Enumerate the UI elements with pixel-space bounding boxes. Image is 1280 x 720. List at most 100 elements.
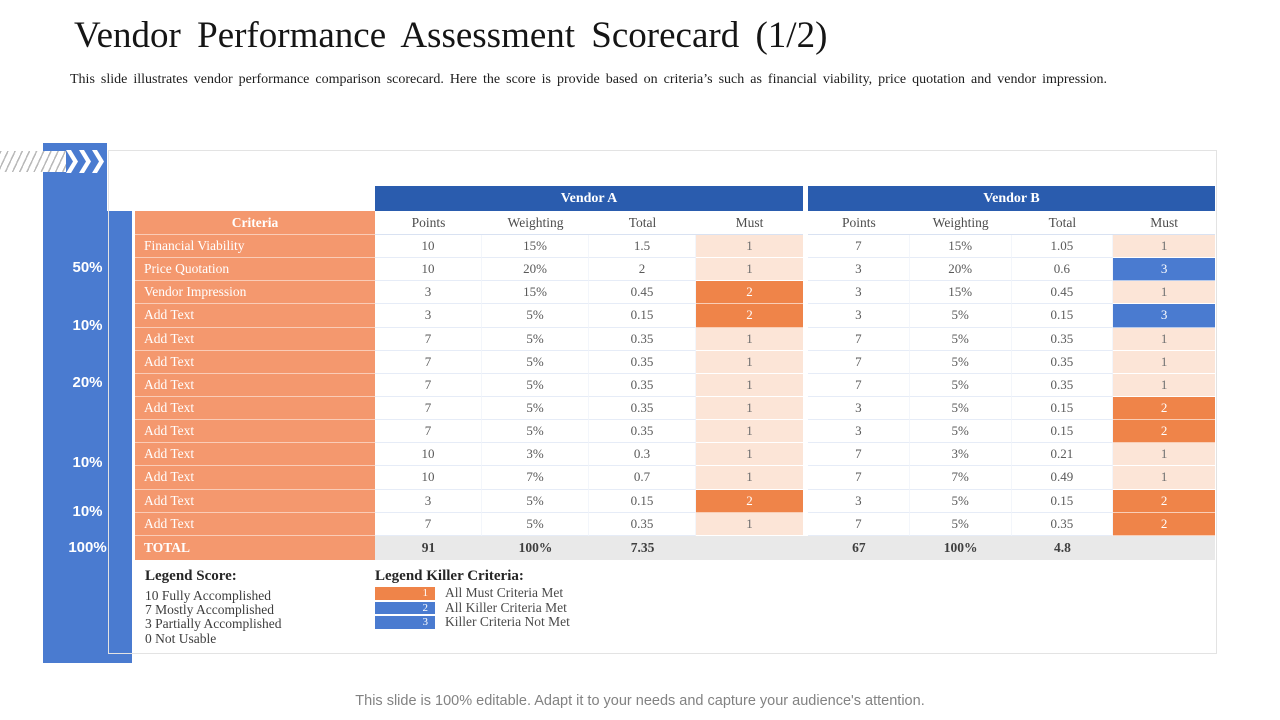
weight-label: 10% xyxy=(72,503,103,520)
criteria-cell: Add Text xyxy=(135,327,375,351)
points-cell-a: 10 xyxy=(375,443,482,467)
points-cell-b: 3 xyxy=(808,281,910,305)
weighting-cell-b: 20% xyxy=(909,258,1012,282)
total-total-b: 4.8 xyxy=(1011,535,1114,560)
weighting-cell-b: 5% xyxy=(909,373,1012,397)
points-cell-b: 3 xyxy=(808,420,910,444)
total-cell-a: 0.35 xyxy=(589,512,696,536)
must-cell-a: 1 xyxy=(696,350,803,374)
criteria-cell: Add Text xyxy=(135,350,375,374)
col-header-total-b: Total xyxy=(1011,211,1114,235)
col-header-must-b: Must xyxy=(1113,211,1215,235)
must-cell-a: 1 xyxy=(696,420,803,444)
must-cell-b: 1 xyxy=(1113,235,1215,259)
criteria-cell: Price Quotation xyxy=(135,258,375,282)
weighting-cell-b: 5% xyxy=(909,396,1012,421)
legend-killer-item: 2 All Killer Criteria Met xyxy=(375,599,570,615)
weighting-cell-a: 5% xyxy=(482,373,589,397)
weight-label: 10% xyxy=(72,317,103,334)
points-cell-a: 7 xyxy=(375,327,482,351)
criteria-cell: Add Text xyxy=(135,512,375,536)
weighting-cell-a: 5% xyxy=(482,350,589,374)
weighting-cell-a: 20% xyxy=(482,258,589,282)
total-cell-b: 0.21 xyxy=(1011,443,1114,467)
must-cell-a: 2 xyxy=(696,489,803,513)
total-cell-b: 0.35 xyxy=(1011,373,1114,397)
must-cell-a: 1 xyxy=(696,443,803,467)
weighting-cell-a: 5% xyxy=(482,489,589,513)
total-cell-a: 0.35 xyxy=(589,350,696,374)
total-cell-a: 0.15 xyxy=(589,489,696,513)
weighting-cell-b: 7% xyxy=(909,466,1012,490)
must-cell-b: 3 xyxy=(1113,258,1215,282)
must-cell-b: 2 xyxy=(1113,512,1215,536)
scorecard-table: Vendor A Vendor B Criteria Points Weighting T… xyxy=(135,186,1215,560)
weight-label: 50% xyxy=(72,259,103,276)
must-cell-b: 1 xyxy=(1113,281,1215,305)
legend-score-item: 3 Partially Accomplished xyxy=(145,616,282,632)
weighting-cell-a: 7% xyxy=(482,466,589,490)
total-label: TOTAL xyxy=(135,535,375,560)
vendor-a-header: Vendor A xyxy=(375,186,803,211)
points-cell-b: 7 xyxy=(808,443,910,467)
legend-score-items: 10 Fully Accomplished 7 Mostly Accomplish… xyxy=(145,588,282,646)
total-cell-b: 0.35 xyxy=(1011,512,1114,536)
weight-label: 100% xyxy=(68,539,107,556)
points-cell-b: 7 xyxy=(808,373,910,397)
weighting-cell-b: 5% xyxy=(909,350,1012,374)
total-total-a: 7.35 xyxy=(589,535,696,560)
page-title: Vendor Performance Assessment Scorecard … xyxy=(74,15,828,56)
hatched-stripe-decoration xyxy=(0,151,66,172)
points-cell-b: 3 xyxy=(808,489,910,513)
total-cell-a: 0.3 xyxy=(589,443,696,467)
points-cell-b: 7 xyxy=(808,512,910,536)
col-header-points-a: Points xyxy=(375,211,482,235)
vendor-gap xyxy=(803,443,808,467)
total-weighting-a: 100% xyxy=(482,535,589,560)
chevron-right-icon xyxy=(66,150,106,178)
legend-killer-label: All Must Criteria Met xyxy=(445,585,564,601)
weighting-cell-b: 3% xyxy=(909,443,1012,467)
criteria-cell: Add Text xyxy=(135,373,375,397)
vendor-gap xyxy=(803,489,808,513)
vendor-gap xyxy=(803,350,808,374)
weighting-cell-a: 5% xyxy=(482,327,589,351)
page-subtitle: This slide illustrates vendor performanc… xyxy=(70,72,1108,87)
vendor-gap xyxy=(803,235,808,259)
total-must-b xyxy=(1113,535,1215,560)
points-cell-a: 7 xyxy=(375,396,482,421)
points-cell-a: 10 xyxy=(375,235,482,259)
total-cell-a: 0.35 xyxy=(589,327,696,351)
total-cell-b: 0.45 xyxy=(1011,281,1114,305)
must-cell-a: 1 xyxy=(696,327,803,351)
total-cell-b: 0.15 xyxy=(1011,420,1114,444)
total-cell-b: 0.49 xyxy=(1011,466,1114,490)
legend-killer-label: Killer Criteria Not Met xyxy=(445,614,570,630)
legend-color-bar: 1 xyxy=(375,587,435,600)
points-cell-b: 3 xyxy=(808,258,910,282)
points-cell-a: 10 xyxy=(375,258,482,282)
legend-killer-label: All Killer Criteria Met xyxy=(445,599,567,615)
weighting-cell-b: 5% xyxy=(909,304,1012,328)
vendor-gap xyxy=(803,466,808,490)
must-cell-b: 3 xyxy=(1113,304,1215,328)
weighting-cell-a: 3% xyxy=(482,443,589,467)
total-points-a: 91 xyxy=(375,535,482,560)
points-cell-a: 7 xyxy=(375,512,482,536)
points-cell-a: 3 xyxy=(375,489,482,513)
points-cell-b: 7 xyxy=(808,350,910,374)
must-cell-a: 1 xyxy=(696,373,803,397)
points-cell-b: 7 xyxy=(808,327,910,351)
legend-score-title: Legend Score: xyxy=(145,568,237,584)
must-cell-b: 1 xyxy=(1113,443,1215,467)
total-cell-a: 1.5 xyxy=(589,235,696,259)
total-weighting-b: 100% xyxy=(909,535,1012,560)
total-cell-a: 0.35 xyxy=(589,396,696,421)
total-cell-a: 0.35 xyxy=(589,373,696,397)
weighting-cell-a: 5% xyxy=(482,420,589,444)
col-header-weighting-a: Weighting xyxy=(482,211,589,235)
vendor-gap xyxy=(803,327,808,351)
total-cell-a: 2 xyxy=(589,258,696,282)
weighting-cell-b: 15% xyxy=(909,235,1012,259)
must-cell-a: 2 xyxy=(696,304,803,328)
